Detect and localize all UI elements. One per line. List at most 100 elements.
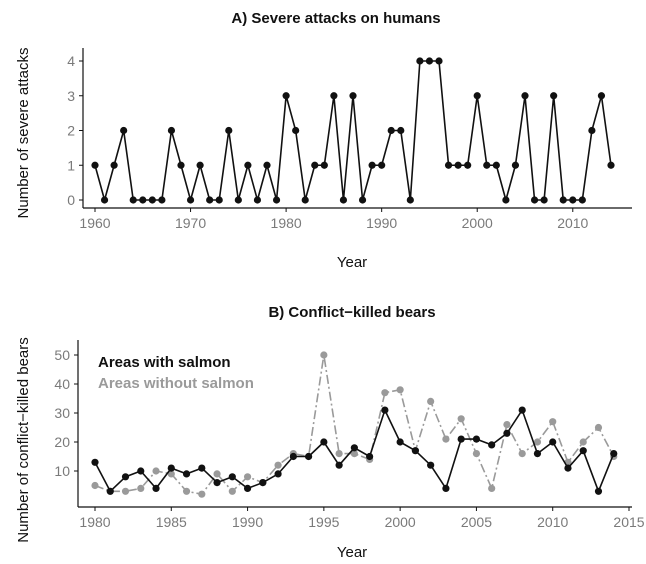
data-point xyxy=(416,57,424,65)
data-point xyxy=(549,438,557,446)
data-point xyxy=(137,484,145,492)
y-tick-label: 50 xyxy=(54,347,70,363)
x-tick-label: 1990 xyxy=(232,514,263,530)
data-point xyxy=(213,470,221,478)
data-point xyxy=(464,161,472,169)
data-point xyxy=(158,196,166,204)
data-point xyxy=(225,126,233,135)
panel-b: B) Conflict−killed bears Number of confl… xyxy=(15,304,645,561)
data-point xyxy=(139,196,147,204)
data-point xyxy=(292,126,300,135)
data-point xyxy=(564,464,572,472)
data-point xyxy=(396,438,404,446)
data-point xyxy=(503,421,511,429)
data-point xyxy=(100,196,109,204)
data-point xyxy=(311,161,319,169)
data-point xyxy=(121,473,130,481)
data-point xyxy=(579,438,587,446)
data-point xyxy=(411,447,419,455)
x-tick-label: 2005 xyxy=(461,514,492,530)
data-point xyxy=(533,450,542,458)
series-line-without-salmon xyxy=(94,354,615,496)
data-point xyxy=(442,484,450,492)
data-point xyxy=(594,423,603,432)
data-point xyxy=(381,406,389,414)
data-point xyxy=(387,126,395,135)
y-tick-label: 40 xyxy=(54,376,70,392)
data-point xyxy=(330,92,338,100)
y-tick-label: 0 xyxy=(67,192,75,208)
data-point xyxy=(350,444,358,452)
y-tick-label: 2 xyxy=(67,123,75,139)
data-point xyxy=(137,467,145,475)
data-point xyxy=(444,161,453,169)
data-point xyxy=(454,161,462,169)
x-tick-label: 1980 xyxy=(79,514,110,530)
x-tick-label: 1985 xyxy=(156,514,187,530)
panel-a-axes: 0 1 2 3 4 1960 1970 1980 1990 2000 2010 xyxy=(67,48,632,231)
y-tick-label: 10 xyxy=(54,463,70,479)
data-point xyxy=(427,397,435,405)
data-point xyxy=(518,450,526,458)
data-point xyxy=(167,470,175,478)
data-point xyxy=(182,487,191,495)
data-point xyxy=(339,196,348,204)
y-tick-label: 20 xyxy=(54,434,70,450)
data-point xyxy=(540,196,548,204)
data-point xyxy=(518,406,526,414)
data-point xyxy=(177,161,185,169)
data-point xyxy=(530,196,539,204)
data-point xyxy=(152,484,160,492)
data-point xyxy=(91,458,99,466)
y-tick-label: 4 xyxy=(67,53,75,69)
data-point xyxy=(167,464,175,472)
data-point xyxy=(320,161,328,169)
x-tick-label: 2015 xyxy=(613,514,644,530)
data-point xyxy=(320,351,328,359)
data-point xyxy=(335,450,343,458)
data-point xyxy=(569,196,577,204)
data-point xyxy=(559,196,567,204)
data-point xyxy=(578,196,586,204)
data-point xyxy=(579,447,587,455)
data-point xyxy=(427,461,435,469)
data-point xyxy=(511,161,520,169)
y-tick-label: 30 xyxy=(54,405,70,421)
panel-b-xlabel: Year xyxy=(337,544,367,561)
data-point xyxy=(607,161,615,169)
data-point xyxy=(259,479,267,487)
data-point xyxy=(243,473,252,481)
panel-a: A) Severe attacks on humans Number of se… xyxy=(15,10,632,271)
data-point xyxy=(610,450,618,458)
panel-a-xlabel: Year xyxy=(337,254,367,271)
data-point xyxy=(272,196,281,204)
data-point xyxy=(435,57,443,65)
data-point xyxy=(186,196,195,204)
data-point xyxy=(366,452,374,461)
data-point xyxy=(335,461,343,469)
data-point xyxy=(206,196,214,204)
data-point xyxy=(502,196,510,204)
data-point xyxy=(263,161,271,169)
data-point xyxy=(198,464,206,472)
data-point xyxy=(213,479,221,487)
data-point xyxy=(110,161,118,169)
data-point xyxy=(588,126,596,135)
x-tick-label: 2000 xyxy=(462,215,493,231)
data-point xyxy=(167,126,176,135)
data-point xyxy=(349,92,357,100)
data-point xyxy=(234,196,242,204)
data-point xyxy=(121,487,130,495)
panel-b-series xyxy=(91,351,618,498)
data-point xyxy=(396,386,404,394)
data-point xyxy=(397,126,405,135)
data-point xyxy=(472,450,481,458)
x-tick-label: 1960 xyxy=(79,215,110,231)
data-point xyxy=(253,196,262,204)
data-point xyxy=(305,452,313,461)
data-point xyxy=(320,438,328,446)
panel-a-series xyxy=(91,57,615,204)
panel-b-title: B) Conflict−killed bears xyxy=(268,304,435,321)
data-point xyxy=(381,389,389,397)
